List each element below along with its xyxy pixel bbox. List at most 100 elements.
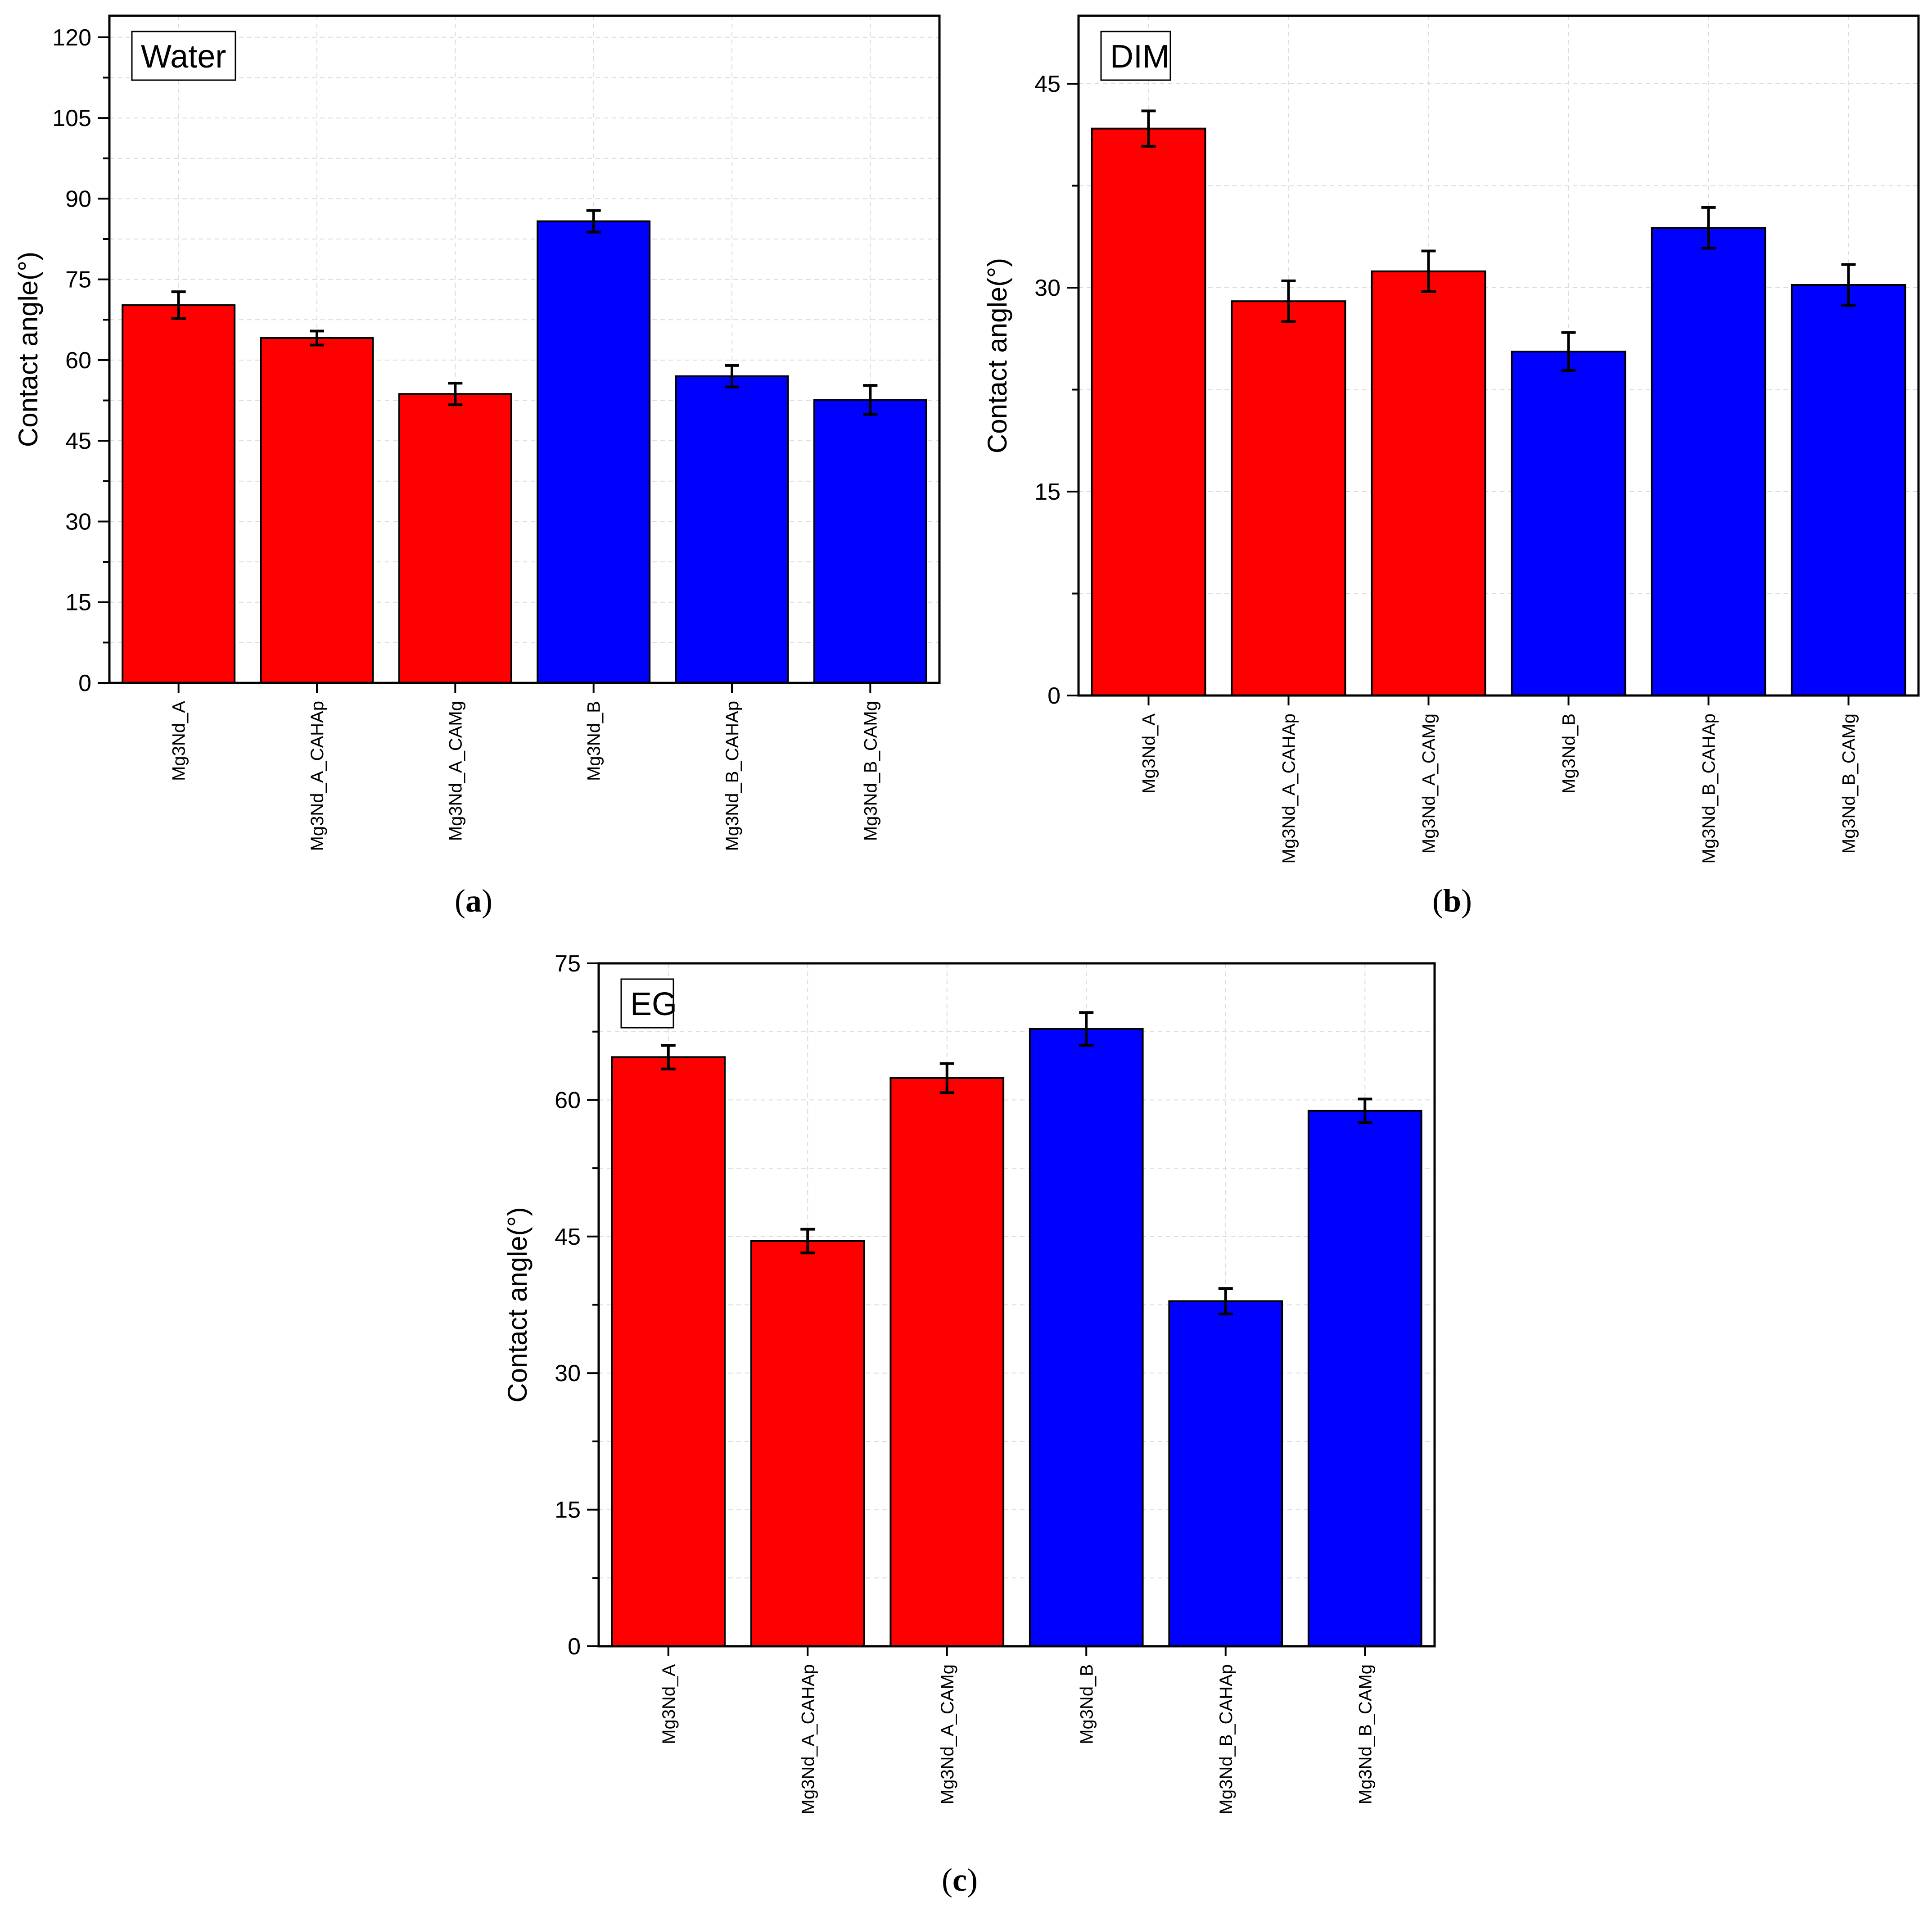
panel-letter-open-paren: ( — [455, 883, 465, 919]
error-bar-Mg3Nd_B_CAMg — [1841, 263, 1856, 307]
y-tick-label: 60 — [65, 348, 91, 374]
x-tick-label: Mg3Nd_B_CAMg — [1839, 714, 1859, 854]
x-tick-label: Mg3Nd_A_CAHAp — [1279, 714, 1299, 864]
x-tick-label: Mg3Nd_A_CAMg — [938, 1664, 957, 1804]
y-tick-label: 45 — [555, 1224, 581, 1250]
x-tick-label: Mg3Nd_B — [1077, 1664, 1097, 1744]
x-tick-label: Mg3Nd_A_CAMg — [446, 701, 465, 841]
bar-Mg3Nd_B — [1511, 350, 1626, 696]
y-tick-label: 75 — [65, 267, 91, 293]
error-bar-Mg3Nd_A_CAMg — [448, 382, 463, 406]
x-tick-label: Mg3Nd_A_CAHAp — [798, 1664, 818, 1815]
panel-letter-label: (c) — [942, 1862, 978, 1898]
y-tick-label: 30 — [1034, 275, 1061, 301]
bar-Mg3Nd_A_CAMg — [398, 393, 512, 684]
grid-lines — [1079, 16, 1918, 696]
panel-title: Water — [141, 39, 226, 75]
y-tick-label: 120 — [52, 25, 91, 51]
bar-Mg3Nd_A_CAMg — [889, 1077, 1005, 1647]
error-bar-Mg3Nd_B — [1079, 1011, 1094, 1047]
x-tick-label: Mg3Nd_A_CAHAp — [307, 701, 327, 851]
y-axis-label: Contact angle(°) — [982, 258, 1012, 453]
panel-letter-open-paren: ( — [942, 1862, 952, 1898]
grid-lines — [109, 16, 939, 683]
error-bar-Mg3Nd_A_CAHAp — [800, 1228, 815, 1255]
error-bar-Mg3Nd_A — [661, 1044, 676, 1070]
y-tick-label: 15 — [555, 1497, 581, 1523]
x-tick-label: Mg3Nd_A — [1139, 714, 1159, 794]
panel-title-box — [131, 31, 236, 81]
panel-title: EG — [630, 986, 677, 1022]
y-tick-label: 75 — [555, 951, 581, 977]
error-bar-Mg3Nd_A_CAMg — [1421, 249, 1436, 294]
chart-panel-a: Mg3Nd_A Mg3Nd_A_CAHAp Mg3Nd_A_CAMg Mg3Nd_B M… — [13, 14, 941, 919]
y-tick-label: 90 — [65, 186, 91, 212]
bar-Mg3Nd_B — [1029, 1028, 1144, 1648]
x-tick-label: Mg3Nd_B_CAHAp — [722, 701, 742, 851]
plot-frame — [1077, 14, 1920, 697]
error-bar-Mg3Nd_B_CAMg — [863, 384, 878, 416]
y-tick-label: 45 — [65, 428, 91, 454]
error-bar-Mg3Nd_B_CAMg — [1358, 1098, 1372, 1124]
bar-Mg3Nd_A_CAMg — [1371, 270, 1486, 696]
bar-Mg3Nd_B_CAHAp — [675, 375, 789, 684]
bar-Mg3Nd_A — [122, 304, 236, 684]
error-bar-Mg3Nd_A_CAMg — [939, 1062, 954, 1094]
panel-letter-char: b — [1443, 883, 1461, 919]
bar-Mg3Nd_A_CAHAp — [260, 337, 374, 684]
x-tick-label: Mg3Nd_B — [584, 701, 604, 781]
error-bar-Mg3Nd_B — [1561, 331, 1576, 372]
bar-Mg3Nd_A — [1091, 127, 1206, 696]
bar-Mg3Nd_B_CAHAp — [1651, 227, 1766, 696]
x-tick-label: Mg3Nd_B_CAMg — [861, 701, 880, 841]
panel-letter-close-paren: ) — [967, 1862, 978, 1898]
panel-letter-char: c — [952, 1862, 967, 1898]
x-tick-label: Mg3Nd_A — [169, 701, 189, 781]
panel-title-box — [1100, 31, 1171, 81]
bar-Mg3Nd_A — [611, 1056, 726, 1647]
chart-panel-c: Mg3Nd_A Mg3Nd_A_CAHAp Mg3Nd_A_CAMg Mg3Nd_B M… — [502, 951, 1436, 1898]
panel-letter-close-paren: ) — [482, 883, 492, 919]
bar-Mg3Nd_A_CAHAp — [750, 1240, 865, 1647]
x-tick-label: Mg3Nd_B_CAHAp — [1699, 714, 1719, 864]
y-tick-label: 0 — [78, 670, 91, 696]
y-tick-label: 30 — [65, 509, 91, 535]
x-tick-label: Mg3Nd_B — [1559, 714, 1579, 794]
y-tick-label: 30 — [555, 1360, 581, 1387]
y-tick-label: 105 — [52, 105, 91, 131]
x-tick-label: Mg3Nd_B_CAHAp — [1216, 1664, 1236, 1815]
panel-title: DIM — [1110, 39, 1169, 75]
plot-frame — [108, 14, 941, 684]
error-bar-Mg3Nd_A_CAHAp — [1281, 279, 1296, 323]
bar-Mg3Nd_B_CAMg — [1307, 1110, 1422, 1648]
bar-Mg3Nd_B_CAMg — [1791, 284, 1906, 696]
y-tick-label: 60 — [555, 1087, 581, 1113]
chart-panel-b: Mg3Nd_A Mg3Nd_A_CAHAp Mg3Nd_A_CAMg Mg3Nd_B M… — [982, 14, 1920, 919]
error-bar-Mg3Nd_B_CAHAp — [1218, 1287, 1233, 1315]
y-tick-label: 0 — [568, 1634, 581, 1660]
error-bar-Mg3Nd_A_CAHAp — [310, 330, 324, 347]
panel-letter-char: a — [465, 883, 482, 919]
x-tick-label: Mg3Nd_A_CAMg — [1419, 714, 1439, 854]
error-bar-Mg3Nd_A — [171, 290, 186, 320]
panel-letter-close-paren: ) — [1461, 883, 1472, 919]
x-tick-label: Mg3Nd_B_CAMg — [1355, 1664, 1375, 1804]
panel-letter-open-paren: ( — [1432, 883, 1443, 919]
y-axis-label: Contact angle(°) — [502, 1207, 533, 1402]
y-tick-label: 15 — [1034, 479, 1061, 505]
panel-letter-label: (b) — [1432, 883, 1472, 919]
y-tick-label: 45 — [1034, 71, 1061, 97]
bar-Mg3Nd_B_CAHAp — [1168, 1300, 1283, 1648]
plot-frame — [597, 962, 1436, 1648]
y-tick-label: 0 — [1047, 683, 1061, 709]
error-bar-Mg3Nd_B — [586, 209, 601, 234]
bar-Mg3Nd_B — [537, 220, 651, 684]
x-tick-label: Mg3Nd_A — [659, 1664, 679, 1744]
bar-Mg3Nd_A_CAHAp — [1231, 300, 1346, 696]
y-axis-label: Contact angle(°) — [13, 252, 43, 447]
panel-letter-label: (a) — [455, 883, 492, 919]
error-bar-Mg3Nd_B_CAHAp — [1701, 206, 1716, 250]
error-bar-Mg3Nd_A — [1141, 109, 1156, 148]
error-bar-Mg3Nd_B_CAHAp — [725, 364, 739, 388]
